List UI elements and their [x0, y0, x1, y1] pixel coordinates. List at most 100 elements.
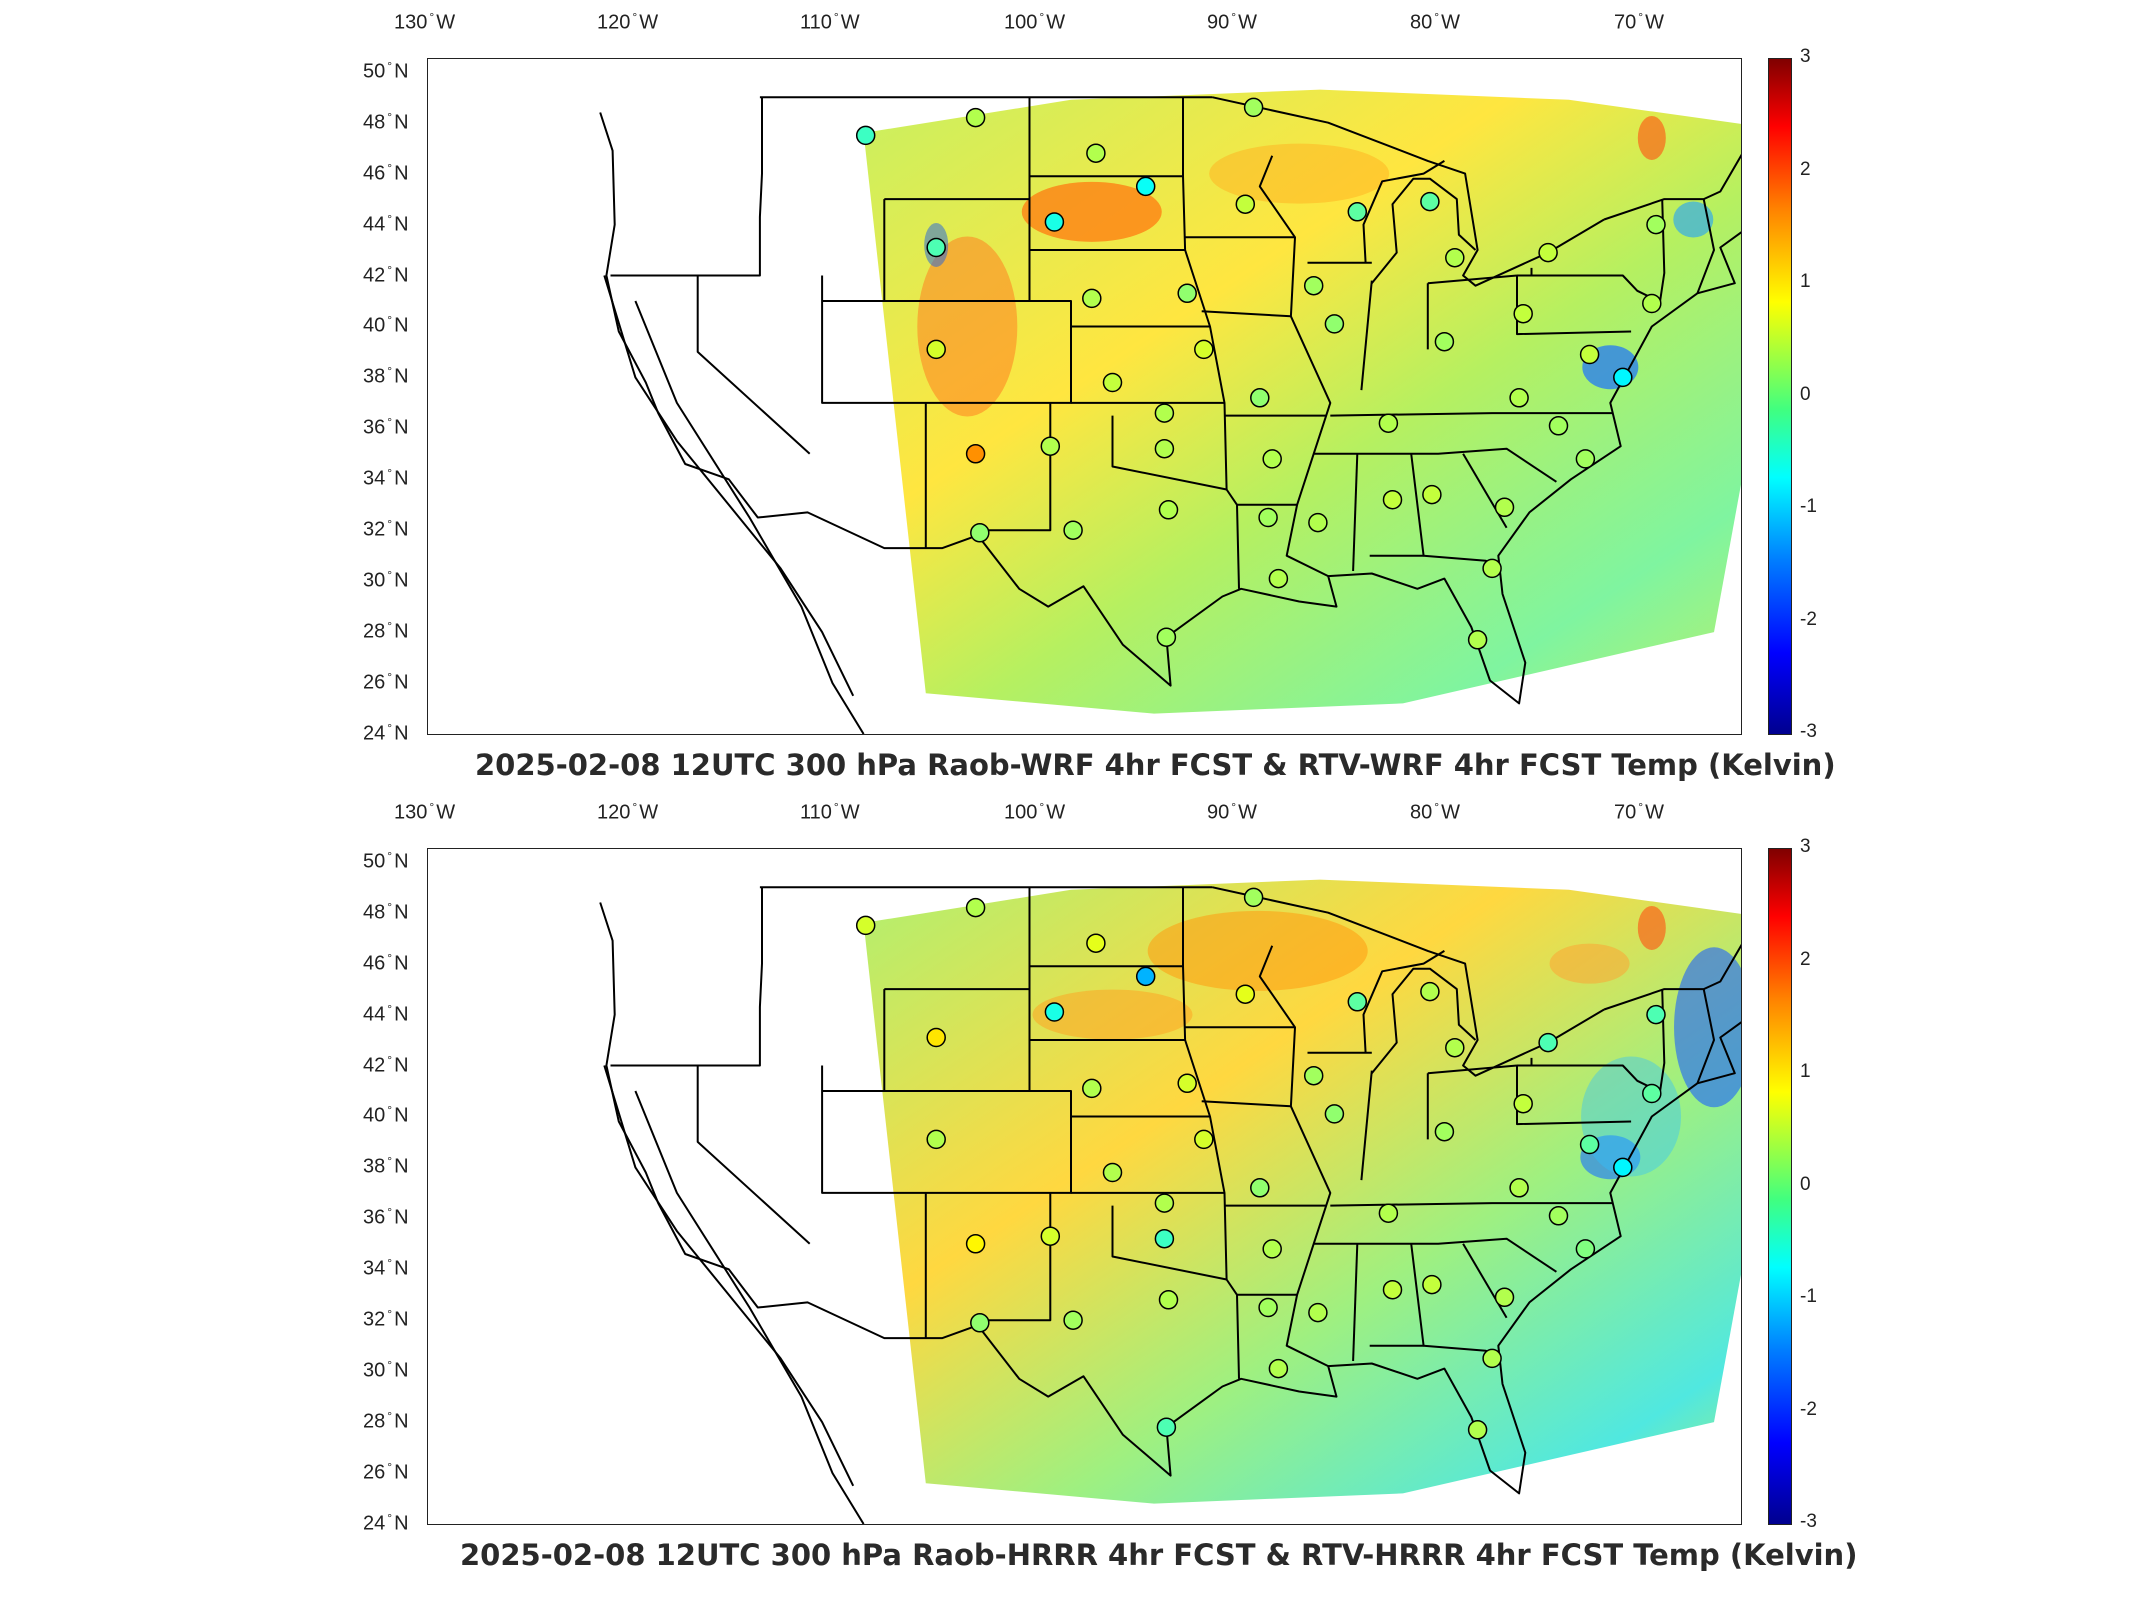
map-title: 2025-02-08 12UTC 300 hPa Raob-HRRR 4hr F… — [460, 1538, 1858, 1572]
latitude-tick-label: 46 ° N — [363, 160, 409, 185]
field-anomaly — [1637, 905, 1666, 950]
raob-station-marker — [1494, 1287, 1515, 1308]
longitude-tick-label: 130 ° W — [394, 10, 456, 34]
latitude-tick-label: 30 ° N — [363, 568, 409, 592]
map-plot — [599, 89, 1741, 734]
raob-station-marker — [1513, 1093, 1533, 1114]
latitude-tick-label: 44 ° N — [363, 211, 409, 236]
raob-station-marker — [1434, 331, 1455, 352]
state-border — [1258, 155, 1332, 577]
field-anomaly — [1147, 910, 1368, 991]
raob-station-marker — [1177, 283, 1197, 304]
state-border — [1371, 967, 1477, 1074]
raob-station-marker — [1063, 520, 1083, 540]
latitude-tick-label: 40 ° N — [363, 313, 409, 338]
raob-station-marker — [1250, 1178, 1270, 1198]
state-border — [925, 300, 1072, 404]
state-border — [1360, 1070, 1373, 1181]
raob-station-marker — [1482, 1348, 1502, 1369]
state-border — [821, 275, 927, 549]
raob-station-marker — [965, 897, 986, 918]
raob-station-marker — [1258, 1297, 1278, 1318]
latitude-tick-label: 32 ° N — [363, 1307, 409, 1331]
state-border — [1371, 177, 1477, 284]
raob-station-marker — [1548, 1206, 1569, 1226]
raob-station-marker — [1303, 1065, 1324, 1086]
longitude-tick-label: 90 ° W — [1207, 800, 1257, 824]
state-border — [1258, 945, 1332, 1367]
raob-station-marker — [1040, 1226, 1061, 1246]
temperature-difference-field — [863, 89, 1741, 714]
raob-station-marker — [1324, 1104, 1345, 1124]
state-border — [1369, 1243, 1425, 1347]
raob-station-marker — [1646, 1004, 1666, 1025]
state-border — [821, 1065, 927, 1339]
latitude-tick-label: 40 ° N — [363, 1103, 409, 1128]
raob-station-marker — [1194, 339, 1214, 360]
state-border — [925, 1090, 1072, 1194]
longitude-tick-label: 80 ° W — [1410, 10, 1460, 34]
state-border — [1360, 280, 1373, 391]
latitude-tick-label: 42 ° N — [363, 262, 409, 287]
raob-station-marker — [1575, 1239, 1596, 1259]
raob-station-marker — [926, 1027, 946, 1048]
raob-station-marker — [1642, 1083, 1662, 1104]
raob-station-marker — [1262, 1239, 1282, 1259]
state-border — [1182, 887, 1240, 1379]
latitude-tick-label: 50 ° N — [363, 58, 409, 83]
colorbar-tick-label: 1 — [1800, 271, 1811, 292]
raob-station-marker — [1135, 966, 1156, 987]
raob-station-marker — [1102, 1162, 1123, 1183]
colorbar-tick-label: 3 — [1800, 46, 1811, 67]
state-border — [1352, 453, 1359, 572]
baja-coastline — [603, 275, 855, 697]
raob-station-marker — [1382, 489, 1403, 510]
raob-station-marker — [926, 237, 946, 258]
state-border — [1313, 447, 1557, 483]
raob-station-marker — [1642, 293, 1662, 314]
state-border — [1111, 415, 1227, 491]
raob-station-marker — [1347, 202, 1368, 222]
state-border — [1362, 160, 1445, 263]
longitude-tick-label: 110 ° W — [800, 10, 860, 34]
state-border — [1516, 1065, 1632, 1126]
latitude-tick-label: 32 ° N — [363, 517, 409, 541]
state-border — [1211, 96, 1605, 287]
state-border — [1603, 943, 1741, 1011]
colorbar-tick-label: -3 — [1800, 1511, 1817, 1532]
map-frame — [427, 848, 1742, 1525]
colorbar — [1768, 58, 1792, 735]
field-anomaly — [1674, 947, 1741, 1108]
raob-station-marker — [1082, 288, 1102, 309]
raob-station-marker — [1646, 214, 1666, 235]
raob-station-marker — [1158, 1290, 1179, 1310]
raob-station-marker — [1494, 497, 1515, 518]
map-plot — [599, 879, 1741, 1524]
raob-station-marker — [1262, 449, 1282, 469]
state-border — [696, 1065, 811, 1245]
colorbar-tick-label: -3 — [1800, 721, 1817, 742]
state-border — [1352, 1243, 1359, 1362]
map-frame — [427, 58, 1742, 735]
latitude-tick-label: 26 ° N — [363, 670, 409, 694]
colorbar-tick-label: 0 — [1800, 383, 1811, 405]
latitude-tick-label: 28 ° N — [363, 1409, 409, 1433]
colorbar — [1768, 848, 1792, 1525]
latitude-tick-label: 38 ° N — [363, 364, 409, 389]
field-anomaly — [1637, 115, 1666, 160]
raob-station-marker — [1467, 1420, 1488, 1440]
raob-station-marker — [1177, 1073, 1197, 1094]
longitude-tick-label: 70 ° W — [1614, 10, 1664, 34]
latitude-tick-label: 44 ° N — [363, 1001, 409, 1026]
raob-station-marker — [1044, 1002, 1065, 1022]
latitude-tick-label: 48 ° N — [363, 899, 409, 924]
latitude-tick-label: 42 ° N — [363, 1052, 409, 1077]
raob-station-marker — [1235, 984, 1256, 1004]
raob-station-marker — [1575, 449, 1596, 469]
raob-station-marker — [970, 1313, 990, 1333]
state-border — [1603, 153, 1741, 221]
raob-station-marker — [1538, 242, 1558, 263]
raob-station-marker — [1513, 303, 1533, 324]
colorbar-tick-label: -1 — [1800, 1286, 1817, 1307]
raob-station-marker — [1156, 1417, 1177, 1437]
